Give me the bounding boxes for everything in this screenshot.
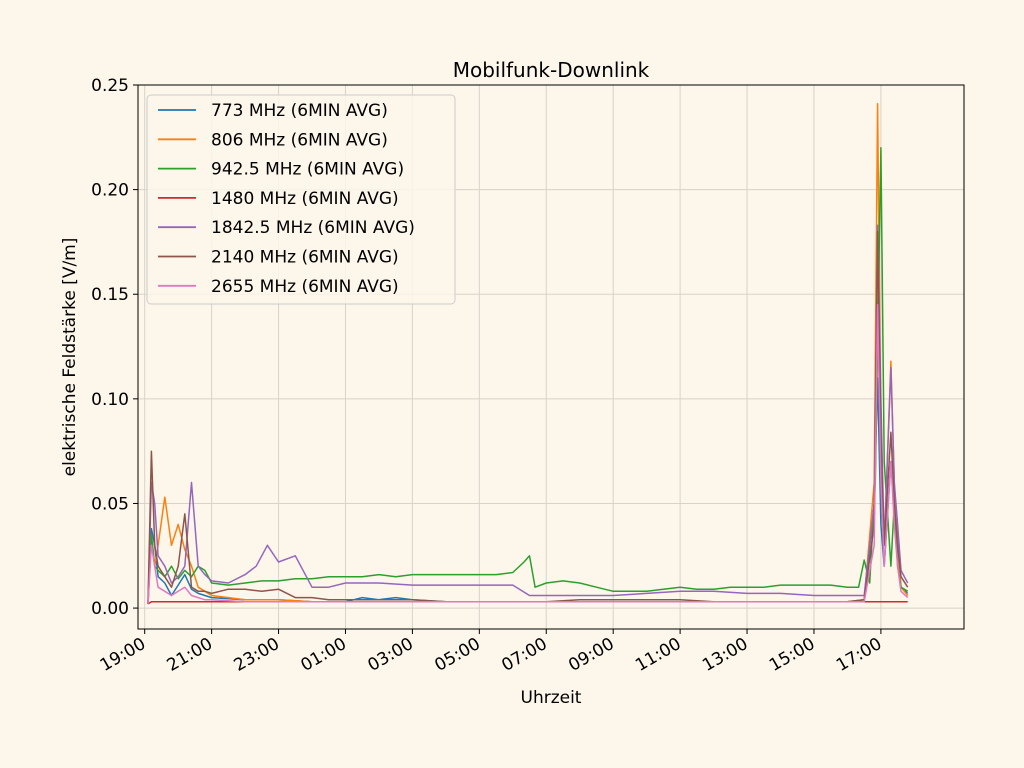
x-axis-label: Uhrzeit (521, 688, 582, 708)
series-line-3 (147, 147, 909, 604)
chart-title: Mobilfunk-Downlink (453, 58, 650, 82)
y-tick-label: 0.05 (91, 494, 129, 514)
y-tick-label: 0.20 (91, 181, 129, 201)
y-tick-label: 0.00 (91, 599, 129, 619)
y-tick-label: 0.25 (91, 76, 129, 96)
legend-label: 1842.5 MHz (6MIN AVG) (211, 218, 415, 238)
legend-label: 2655 MHz (6MIN AVG) (211, 277, 399, 297)
legend-label: 806 MHz (6MIN AVG) (211, 130, 388, 150)
legend-label: 1480 MHz (6MIN AVG) (211, 189, 399, 209)
y-tick-label: 0.15 (91, 285, 129, 305)
y-axis-ticks: 0.00 0.05 0.10 0.15 0.20 0.25 (91, 76, 138, 619)
legend-label: 2140 MHz (6MIN AVG) (211, 248, 399, 268)
legend-label: 942.5 MHz (6MIN AVG) (211, 160, 404, 180)
y-axis-label: elektrische Feldstärke [V/m] (60, 238, 80, 477)
legend-label: 773 MHz (6MIN AVG) (211, 101, 388, 121)
y-tick-label: 0.10 (91, 390, 129, 410)
legend-box (146, 94, 456, 305)
plot-frame (137, 84, 965, 630)
series-layer (147, 103, 909, 605)
series-line-7 (147, 303, 909, 604)
legend: 773 MHz (6MIN AVG) 806 MHz (6MIN AVG) 942.… (146, 94, 456, 305)
